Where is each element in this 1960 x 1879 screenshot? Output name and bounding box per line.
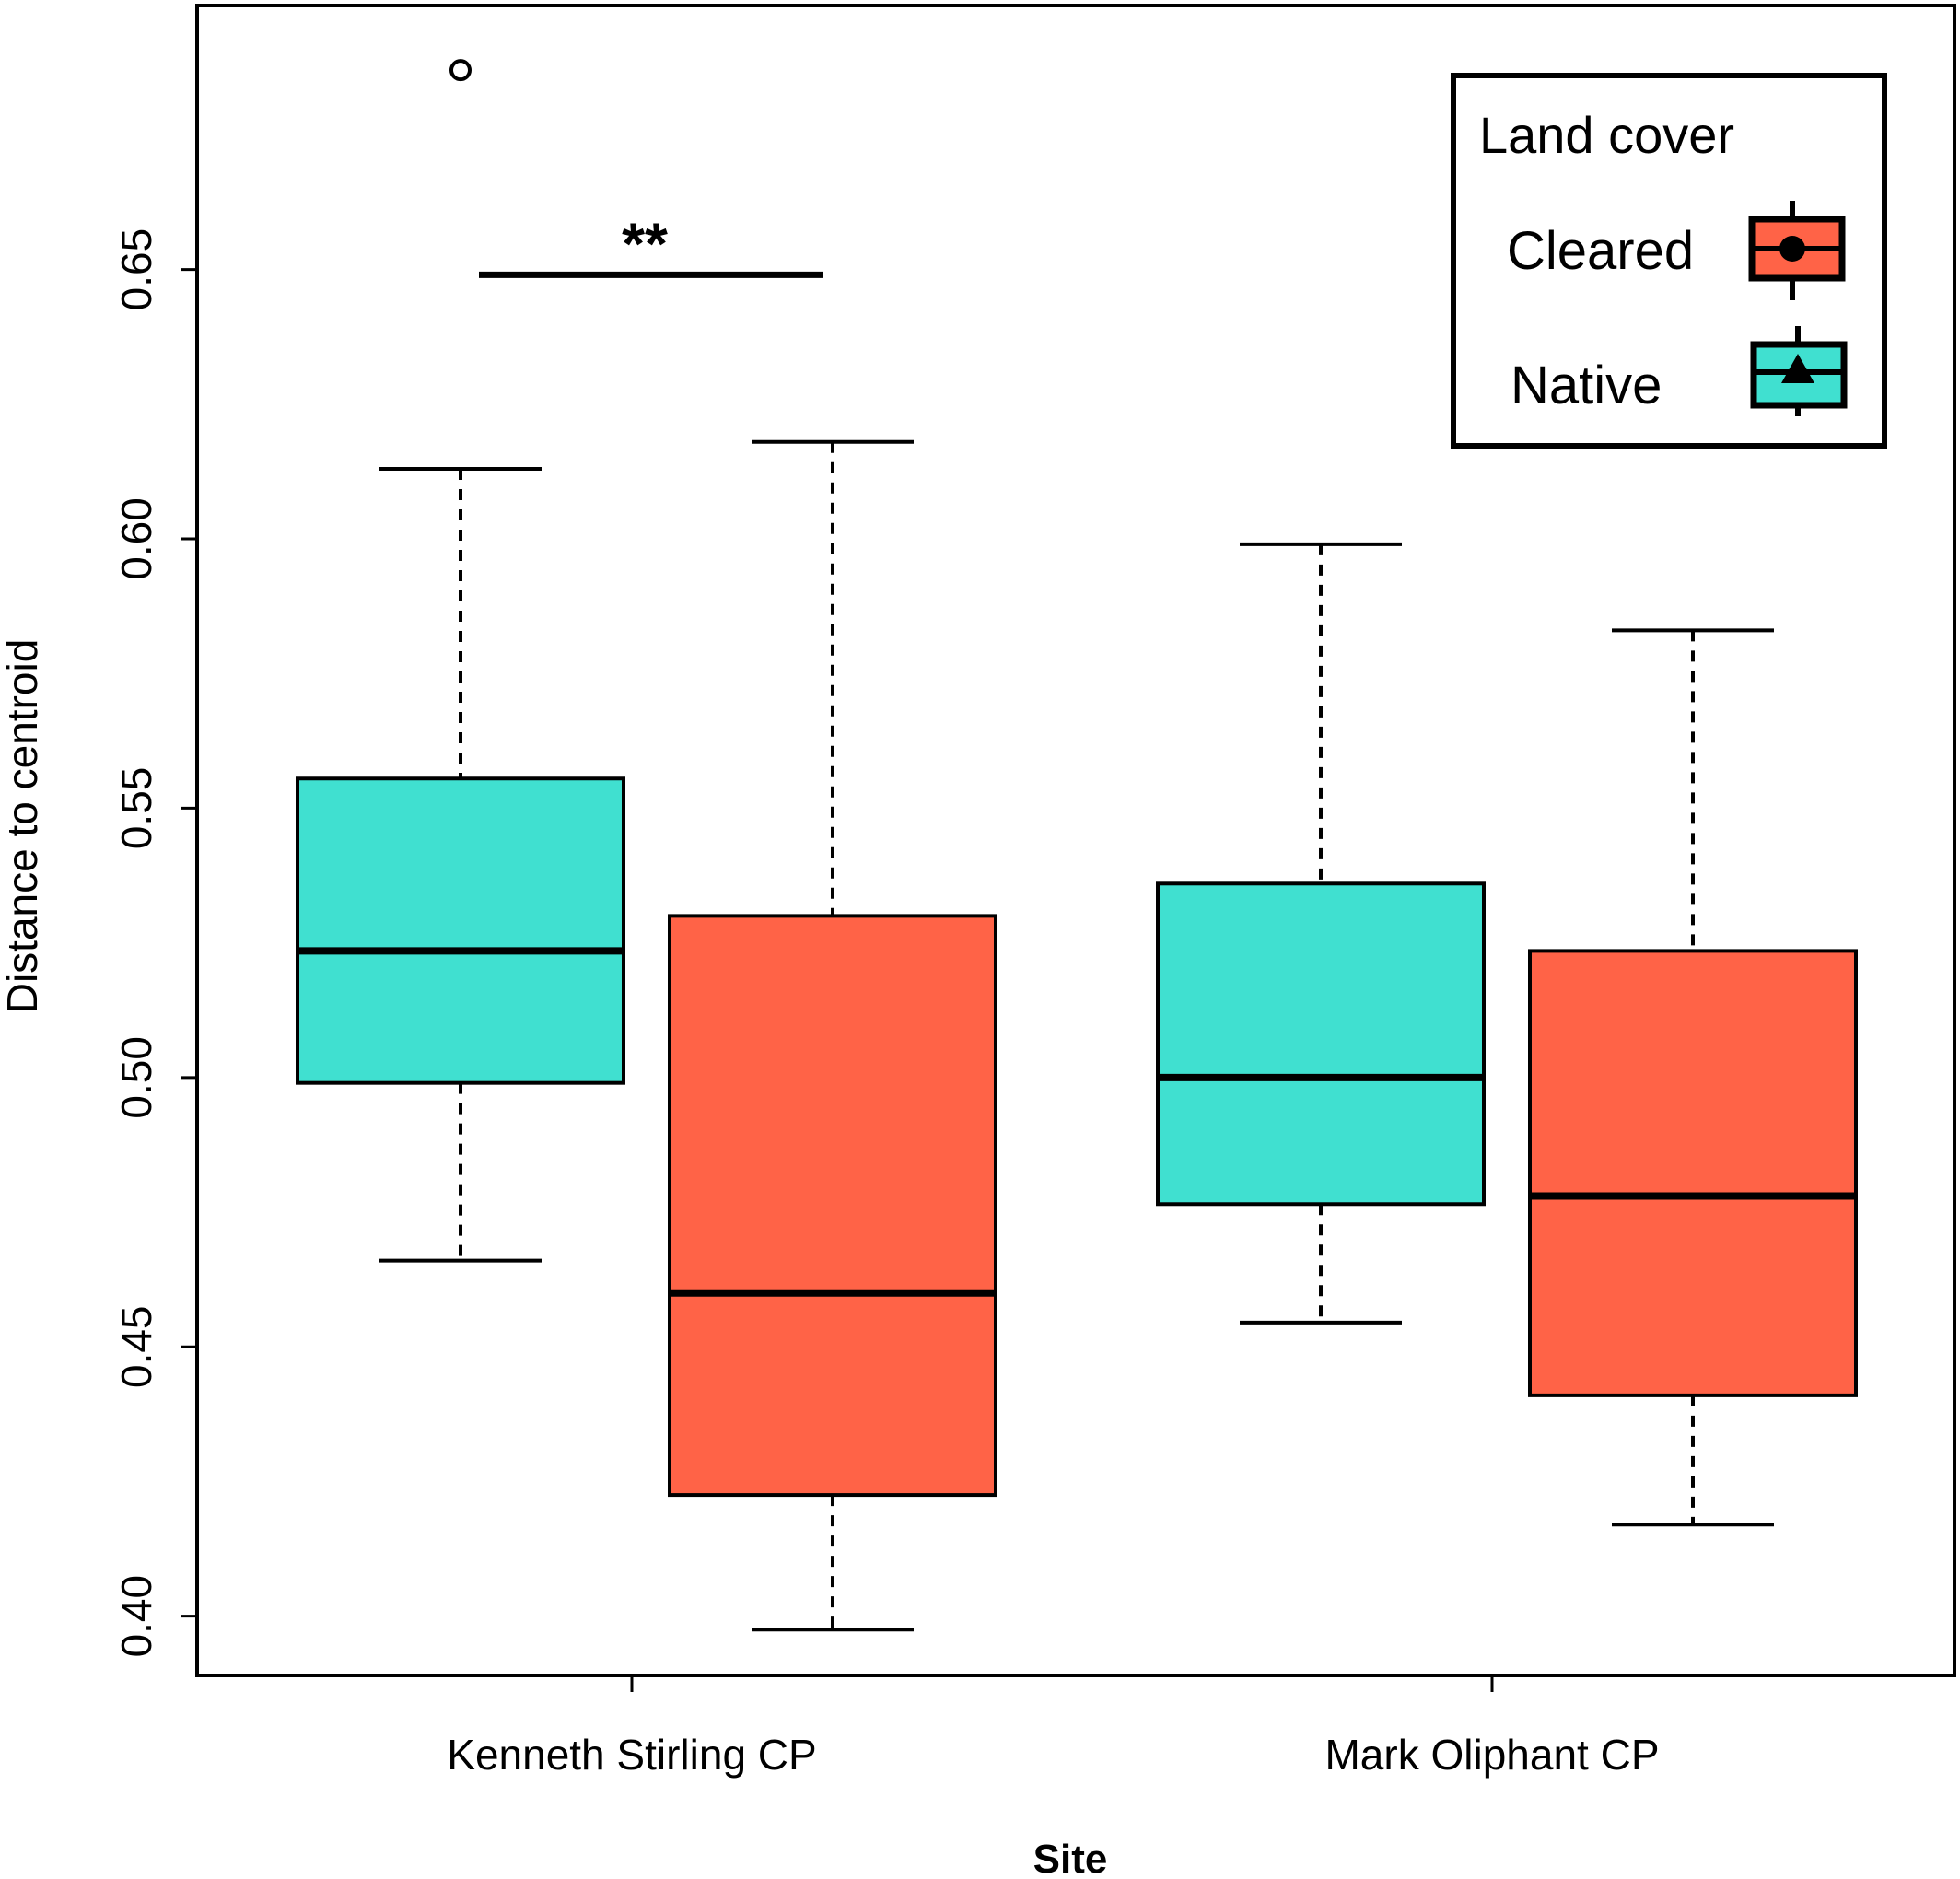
box-cleared (1528, 628, 1858, 1527)
legend-triangle-marker (1781, 354, 1814, 383)
x-axis-title: Site (1033, 1837, 1108, 1879)
y-tick-label: 0.40 (112, 1575, 160, 1658)
legend: Land cover Cleared Native (1451, 73, 1887, 449)
y-tick-label: 0.50 (112, 1036, 160, 1119)
box-cleared (668, 439, 998, 1632)
x-tick-label: Kenneth Stirling CP (447, 1731, 816, 1779)
x-axis: Kenneth Stirling CP Mark Oliphant CP (447, 1675, 1660, 1779)
box-body (1528, 949, 1858, 1397)
box-body (296, 776, 625, 1085)
y-tick-label: 0.65 (112, 228, 160, 311)
x-tick-label: Mark Oliphant CP (1324, 1731, 1659, 1779)
legend-key-cleared (1748, 201, 1846, 300)
legend-circle-marker (1779, 236, 1805, 262)
legend-label-native: Native (1511, 356, 1662, 415)
box-native (296, 59, 625, 1263)
box-body (668, 914, 998, 1498)
legend-key-native (1750, 326, 1848, 416)
y-axis: 0.40 0.45 0.50 0.55 0.60 0.65 (112, 228, 197, 1658)
significance-annotations: ** (479, 210, 823, 278)
outlier-point (449, 59, 472, 82)
legend-title: Land cover (1479, 106, 1734, 164)
significance-label: ** (622, 210, 668, 276)
box-series (296, 59, 1858, 1632)
box-native (1156, 542, 1486, 1325)
plot-frame (195, 4, 1956, 1677)
y-tick-label: 0.55 (112, 767, 160, 850)
y-axis-title: Distance to centroid (0, 639, 46, 1014)
box-body (1156, 881, 1486, 1207)
y-tick-label: 0.45 (112, 1305, 160, 1388)
y-tick-label: 0.60 (112, 497, 160, 580)
legend-label-cleared: Cleared (1507, 221, 1694, 281)
